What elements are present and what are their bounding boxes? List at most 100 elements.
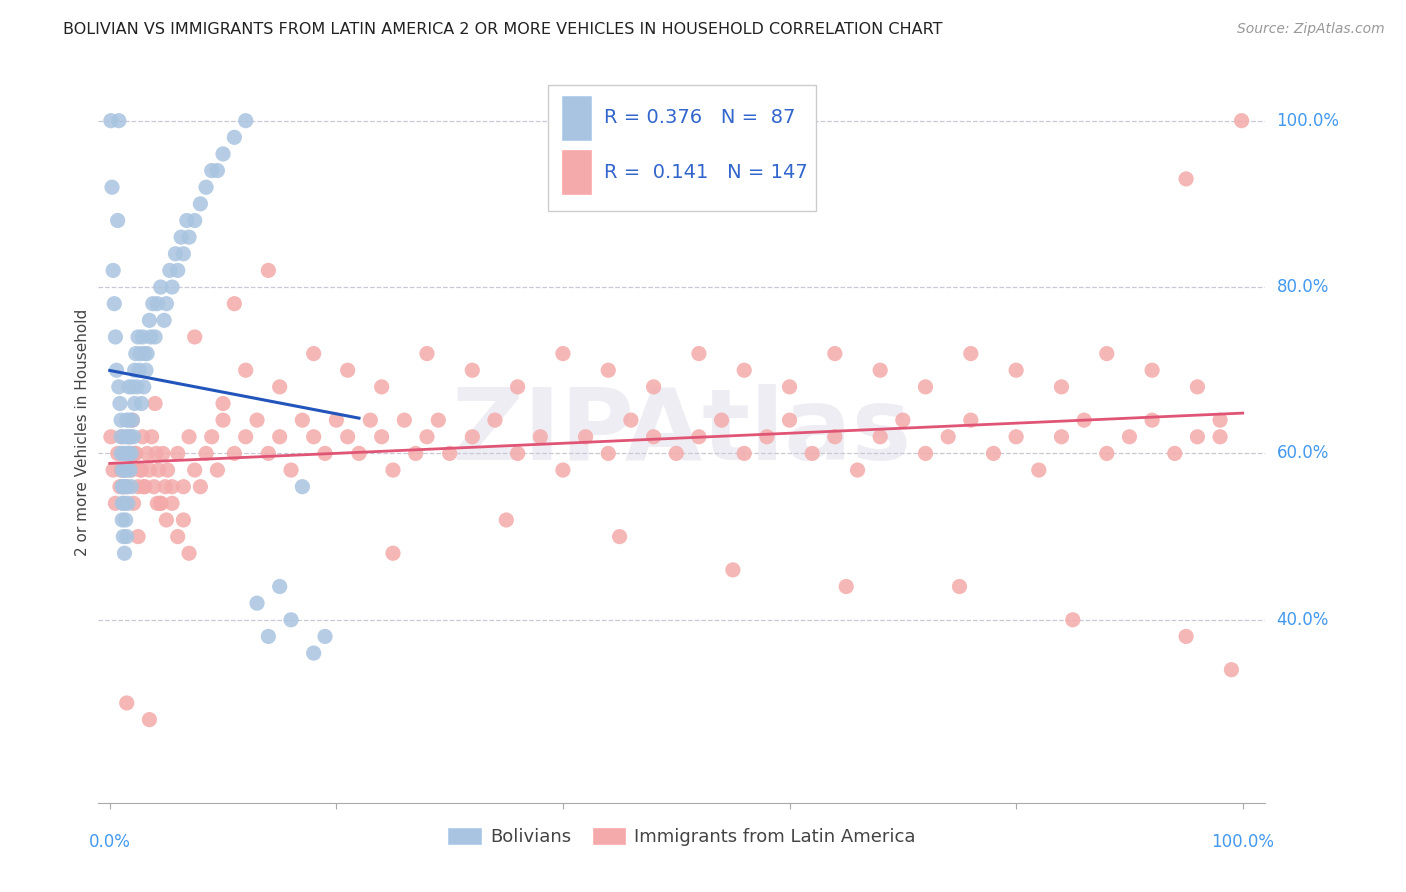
- Point: [325, 413, 347, 427]
- Point: [136, 346, 159, 360]
- Point: [136, 446, 159, 460]
- Point: [302, 346, 325, 360]
- Point: [146, 296, 169, 310]
- Point: [111, 480, 134, 494]
- Point: [132, 480, 155, 494]
- Point: [1209, 413, 1232, 427]
- Point: [382, 463, 405, 477]
- Text: 100.0%: 100.0%: [1277, 112, 1340, 129]
- Point: [336, 430, 359, 444]
- Point: [138, 463, 160, 477]
- Point: [117, 496, 139, 510]
- Point: [149, 496, 172, 510]
- Point: [914, 380, 936, 394]
- Text: 40.0%: 40.0%: [1277, 611, 1329, 629]
- Point: [114, 513, 136, 527]
- Point: [120, 430, 142, 444]
- FancyBboxPatch shape: [562, 150, 591, 194]
- Point: [114, 463, 136, 477]
- Point: [111, 463, 134, 477]
- Point: [118, 380, 141, 394]
- Point: [121, 413, 143, 427]
- Point: [1005, 363, 1028, 377]
- Point: [142, 296, 165, 310]
- Point: [125, 446, 148, 460]
- Point: [235, 430, 257, 444]
- Point: [115, 480, 138, 494]
- Point: [108, 396, 131, 410]
- Point: [153, 313, 176, 327]
- Point: [257, 446, 280, 460]
- Point: [105, 363, 128, 377]
- Text: R =  0.141   N = 147: R = 0.141 N = 147: [603, 162, 807, 181]
- Point: [269, 580, 291, 594]
- Point: [575, 430, 598, 444]
- Point: [124, 446, 146, 460]
- Point: [257, 263, 280, 277]
- Point: [824, 346, 846, 360]
- Point: [160, 280, 183, 294]
- Point: [665, 446, 688, 460]
- Point: [129, 463, 152, 477]
- Point: [359, 413, 381, 427]
- Point: [115, 530, 138, 544]
- Point: [291, 413, 314, 427]
- Point: [145, 446, 167, 460]
- Point: [183, 463, 205, 477]
- Point: [100, 113, 122, 128]
- Point: [948, 580, 970, 594]
- Point: [172, 480, 194, 494]
- Point: [125, 380, 148, 394]
- Point: [1062, 613, 1084, 627]
- Point: [846, 463, 869, 477]
- Point: [382, 546, 405, 560]
- Point: [104, 496, 127, 510]
- Point: [142, 480, 165, 494]
- Point: [302, 430, 325, 444]
- Point: [143, 330, 166, 344]
- Point: [177, 230, 200, 244]
- Point: [108, 113, 131, 128]
- Point: [101, 263, 124, 277]
- Point: [1005, 430, 1028, 444]
- Y-axis label: 2 or more Vehicles in Household: 2 or more Vehicles in Household: [75, 309, 90, 557]
- Text: R = 0.376   N =  87: R = 0.376 N = 87: [603, 109, 796, 128]
- Point: [224, 296, 246, 310]
- Point: [120, 463, 142, 477]
- Point: [370, 430, 392, 444]
- Point: [495, 513, 517, 527]
- Point: [439, 446, 461, 460]
- Point: [1073, 413, 1095, 427]
- Point: [755, 430, 778, 444]
- Point: [148, 463, 170, 477]
- Point: [146, 496, 169, 510]
- Point: [143, 396, 166, 410]
- Point: [1028, 463, 1050, 477]
- Point: [134, 346, 156, 360]
- Point: [160, 496, 183, 510]
- Point: [190, 197, 212, 211]
- Point: [710, 413, 733, 427]
- Point: [177, 546, 200, 560]
- Point: [177, 430, 200, 444]
- Point: [416, 346, 439, 360]
- Point: [160, 480, 183, 494]
- Point: [195, 446, 218, 460]
- Text: ZIPAtlas: ZIPAtlas: [451, 384, 912, 481]
- Text: 0.0%: 0.0%: [89, 833, 131, 851]
- Point: [183, 213, 205, 227]
- Point: [166, 530, 188, 544]
- Point: [235, 113, 257, 128]
- Point: [959, 413, 981, 427]
- FancyBboxPatch shape: [548, 85, 815, 211]
- Point: [100, 430, 122, 444]
- Point: [156, 463, 179, 477]
- Point: [461, 430, 484, 444]
- Point: [152, 446, 174, 460]
- Point: [139, 330, 162, 344]
- Point: [110, 446, 132, 460]
- Legend: Bolivians, Immigrants from Latin America: Bolivians, Immigrants from Latin America: [441, 821, 922, 853]
- Point: [131, 463, 153, 477]
- Point: [176, 213, 198, 227]
- Point: [120, 430, 142, 444]
